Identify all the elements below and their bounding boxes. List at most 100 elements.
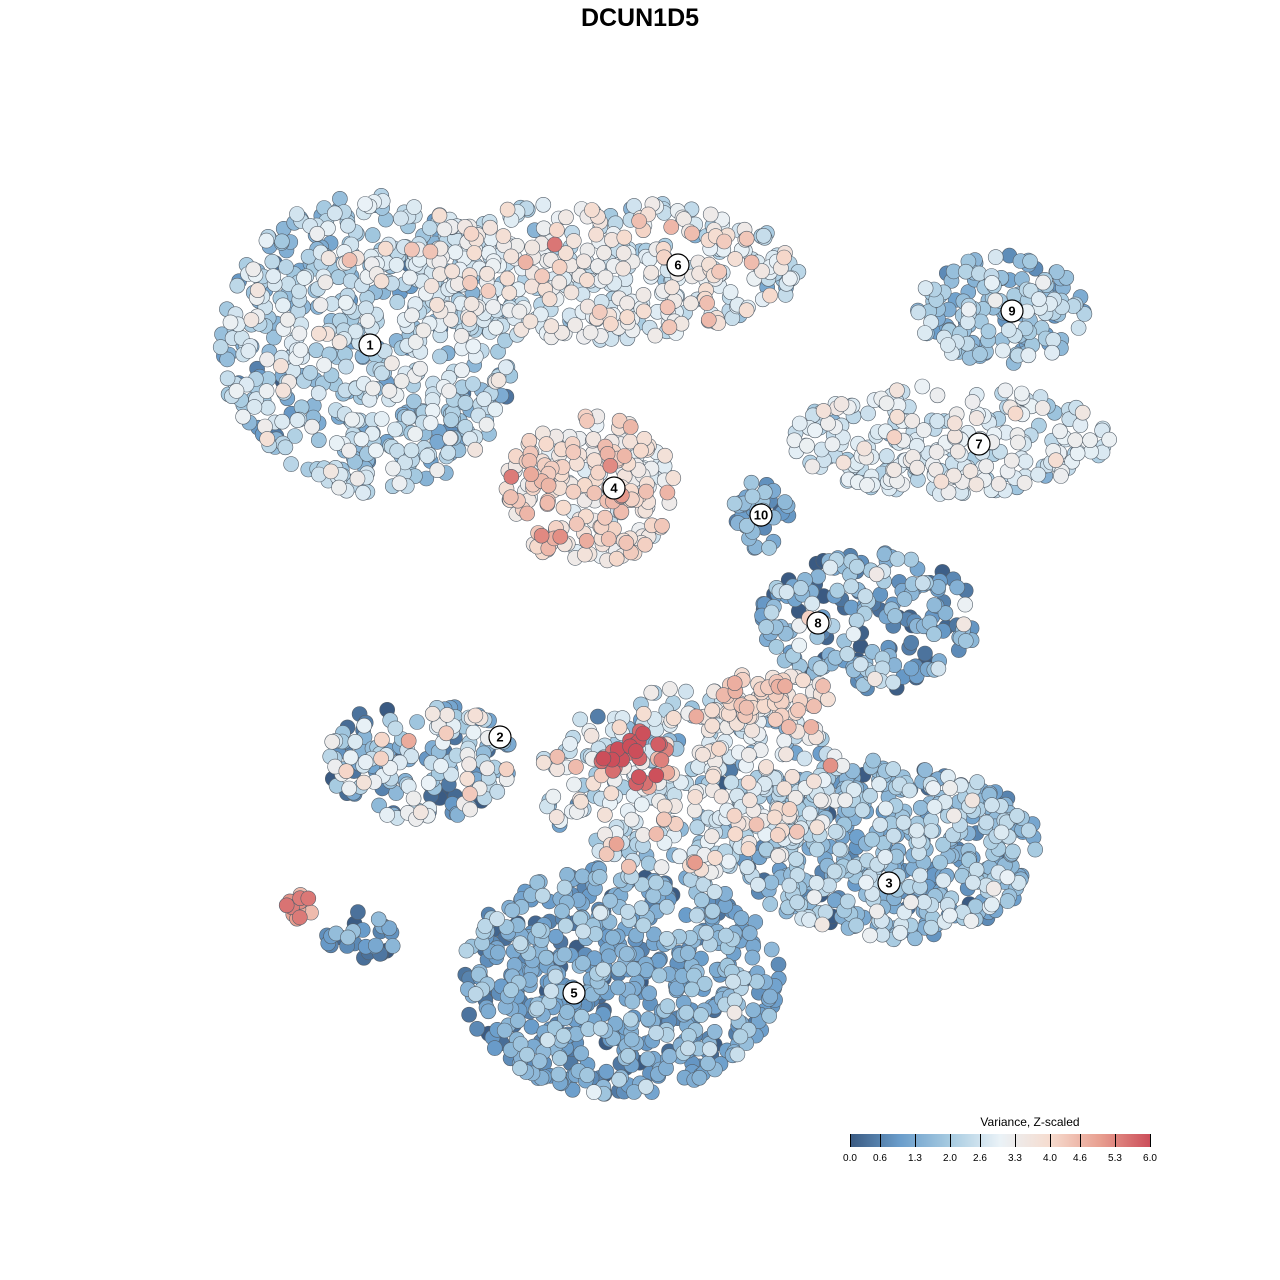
legend-tick-line bbox=[850, 1134, 851, 1147]
data-point bbox=[700, 1055, 716, 1072]
data-point bbox=[684, 225, 700, 242]
data-point bbox=[639, 1051, 656, 1067]
data-point bbox=[684, 981, 700, 998]
data-point bbox=[763, 941, 780, 958]
data-point bbox=[332, 191, 348, 207]
data-point bbox=[683, 295, 699, 312]
data-point bbox=[738, 699, 755, 716]
data-point bbox=[543, 318, 560, 335]
data-point bbox=[889, 408, 906, 425]
legend-tick-label: 3.3 bbox=[1008, 1153, 1022, 1164]
data-point bbox=[1082, 432, 1098, 449]
data-point bbox=[778, 746, 794, 763]
data-point bbox=[420, 775, 437, 791]
data-point bbox=[555, 499, 572, 516]
data-point bbox=[1074, 404, 1091, 421]
data-point bbox=[499, 201, 516, 218]
data-point bbox=[869, 903, 885, 920]
data-point bbox=[579, 413, 595, 429]
data-point bbox=[822, 757, 839, 774]
data-point bbox=[549, 748, 566, 765]
data-point bbox=[942, 907, 958, 924]
data-point bbox=[480, 283, 497, 299]
legend-ticks bbox=[850, 1134, 1151, 1147]
data-point bbox=[300, 890, 317, 907]
data-point bbox=[743, 474, 760, 491]
data-point bbox=[407, 426, 424, 442]
legend-tick-line bbox=[1015, 1134, 1016, 1147]
data-point bbox=[1016, 475, 1033, 491]
data-point bbox=[575, 253, 592, 270]
data-point bbox=[654, 517, 670, 534]
data-point bbox=[758, 619, 775, 635]
data-point bbox=[523, 466, 539, 483]
data-point bbox=[610, 979, 626, 996]
data-point bbox=[463, 296, 480, 312]
data-point bbox=[347, 323, 364, 340]
data-point bbox=[331, 479, 347, 496]
data-point bbox=[739, 859, 756, 876]
data-point bbox=[503, 468, 520, 485]
data-point bbox=[914, 378, 931, 395]
data-point bbox=[946, 467, 962, 484]
data-point bbox=[917, 325, 933, 341]
data-point bbox=[815, 403, 832, 419]
data-point bbox=[259, 431, 276, 447]
data-point bbox=[878, 395, 895, 412]
data-point bbox=[661, 319, 678, 336]
data-point bbox=[1007, 405, 1024, 422]
svg-text:4: 4 bbox=[610, 481, 618, 496]
data-point bbox=[704, 903, 721, 919]
data-point bbox=[686, 802, 703, 819]
data-point bbox=[458, 942, 475, 959]
data-point bbox=[259, 351, 276, 368]
data-point bbox=[767, 711, 784, 728]
data-point bbox=[588, 226, 605, 243]
data-point bbox=[341, 442, 357, 459]
legend-tick-line bbox=[1150, 1134, 1151, 1147]
data-point bbox=[531, 1053, 548, 1069]
data-point bbox=[547, 968, 564, 985]
data-point bbox=[384, 938, 401, 954]
data-point bbox=[845, 626, 862, 642]
data-point bbox=[679, 945, 696, 961]
data-point bbox=[1070, 320, 1087, 336]
data-point bbox=[889, 382, 905, 399]
data-point bbox=[935, 836, 951, 853]
data-point bbox=[615, 260, 632, 277]
data-point bbox=[393, 373, 410, 389]
legend-tick-label: 0.6 bbox=[873, 1153, 887, 1164]
svg-text:2: 2 bbox=[496, 730, 503, 745]
data-point bbox=[482, 219, 499, 236]
data-point bbox=[591, 869, 608, 885]
data-point bbox=[535, 220, 552, 237]
data-point bbox=[633, 900, 650, 917]
data-point bbox=[338, 763, 355, 780]
data-point bbox=[960, 301, 977, 318]
svg-text:3: 3 bbox=[885, 876, 892, 891]
data-point bbox=[495, 228, 512, 244]
data-point bbox=[689, 819, 706, 836]
data-point bbox=[633, 796, 650, 813]
data-point bbox=[467, 986, 484, 1002]
data-point bbox=[791, 637, 808, 654]
data-point bbox=[443, 311, 459, 328]
data-point bbox=[275, 297, 291, 314]
data-point bbox=[554, 903, 570, 920]
data-point bbox=[926, 597, 943, 613]
data-point bbox=[524, 239, 541, 256]
data-point bbox=[611, 1071, 627, 1088]
data-point bbox=[529, 874, 546, 891]
data-point bbox=[619, 309, 636, 326]
data-point bbox=[555, 1028, 572, 1044]
data-point bbox=[549, 222, 565, 238]
data-point bbox=[656, 811, 672, 828]
data-point bbox=[235, 408, 251, 425]
data-point bbox=[359, 312, 376, 329]
data-point bbox=[586, 1084, 602, 1100]
data-point bbox=[700, 312, 717, 328]
data-point bbox=[545, 788, 562, 805]
data-point bbox=[274, 233, 290, 250]
data-point bbox=[602, 316, 619, 332]
data-point bbox=[503, 982, 519, 998]
